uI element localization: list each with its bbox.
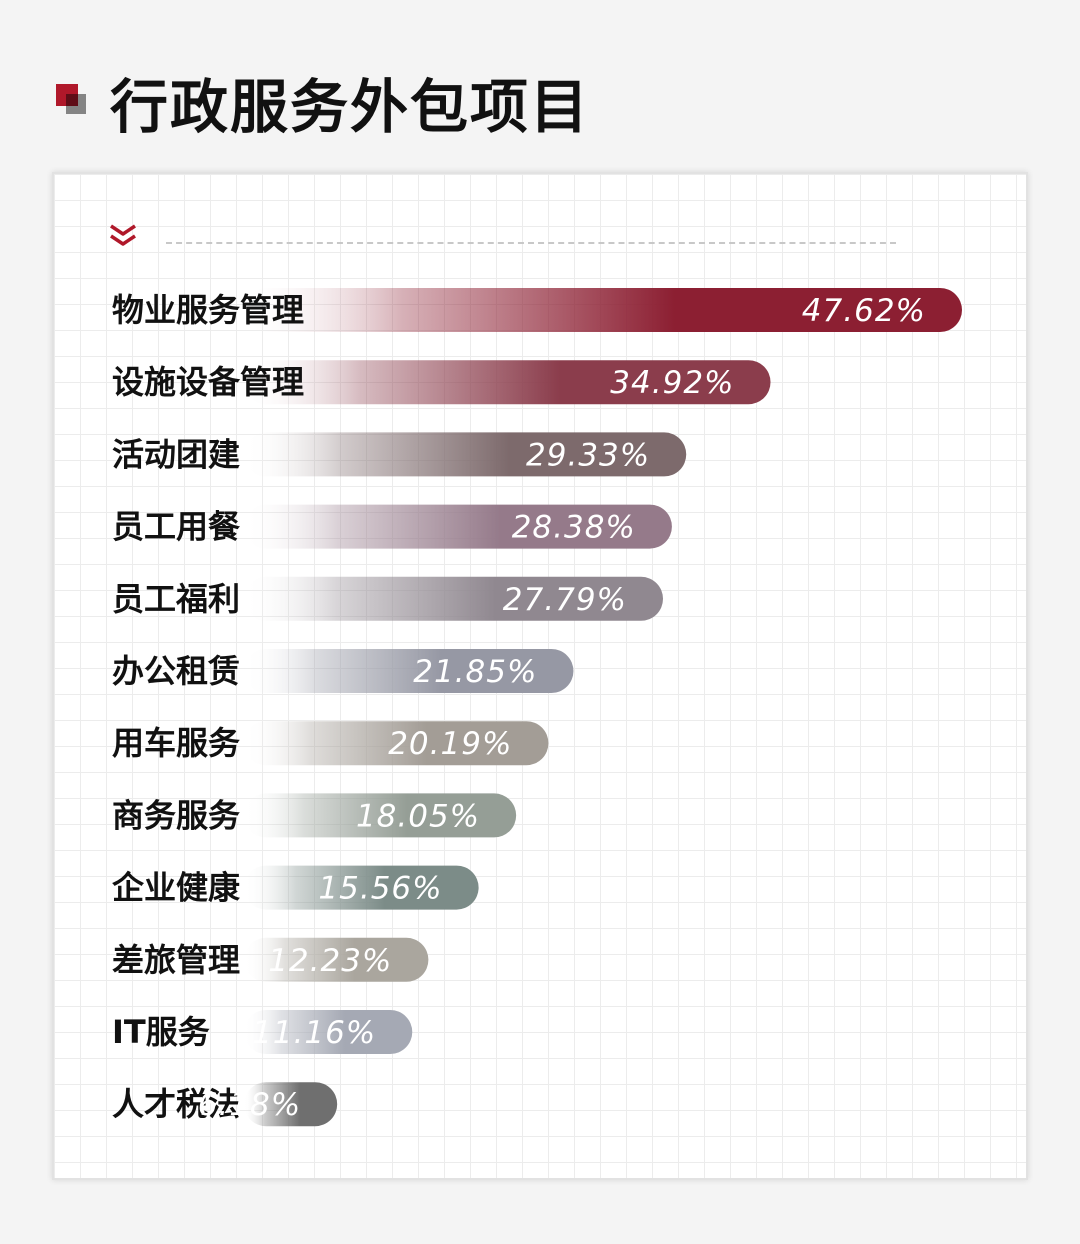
value-label: 11.16% (252, 1015, 376, 1051)
bar-9 (244, 937, 429, 982)
title-square-icon (56, 84, 92, 120)
category-label: 员工用餐 (112, 508, 241, 546)
bar-3 (244, 504, 672, 549)
value-label: 34.92% (610, 365, 734, 401)
value-label: 15.56% (318, 871, 442, 907)
value-label: 28.38% (512, 510, 636, 546)
category-label: 企业健康 (112, 869, 241, 907)
value-label: 29.33% (526, 437, 650, 473)
category-label: 物业服务管理 (112, 291, 304, 329)
value-label: 18.05% (356, 798, 480, 834)
value-label: 27.79% (503, 582, 627, 618)
bar-chart: 物业服务管理 47.62% 设施设备管理 34.92% 活动团建 29.33% 员工用餐 28… (112, 288, 962, 1127)
header-divider (166, 242, 896, 244)
value-label: 21.85% (413, 654, 537, 690)
value-label: 20.19% (388, 726, 512, 762)
bar-1 (244, 360, 771, 405)
bar-8 (244, 865, 479, 910)
bar-11 (244, 1082, 338, 1127)
category-label: 商务服务 (112, 796, 240, 834)
category-label: 办公租赁 (112, 652, 240, 690)
category-label: IT服务 (112, 1013, 210, 1051)
page-header: 行政服务外包项目 (56, 62, 590, 142)
category-label: 活动团建 (112, 435, 240, 473)
bar-5 (244, 649, 574, 693)
category-label: 设施设备管理 (112, 363, 304, 401)
category-label: 用车服务 (112, 724, 240, 762)
bar-4 (244, 576, 664, 621)
value-label: 12.23% (268, 943, 392, 979)
page-title: 行政服务外包项目 (110, 73, 591, 141)
value-label: 6.18% (198, 1087, 301, 1123)
category-label: 员工福利 (112, 580, 240, 618)
category-label: 人才税法 (112, 1085, 240, 1123)
bar-7 (244, 793, 517, 838)
bar-2 (244, 432, 687, 477)
chart-card: 物业服务管理 47.62% 设施设备管理 34.92% 活动团建 29.33% 员工用餐 28… (52, 172, 1028, 1180)
bar-6 (244, 721, 549, 766)
double-chevron-down-icon (110, 224, 136, 246)
category-label: 差旅管理 (112, 941, 240, 979)
bar-10 (244, 1010, 413, 1054)
bar-0 (244, 288, 962, 332)
value-label: 47.62% (802, 293, 926, 329)
